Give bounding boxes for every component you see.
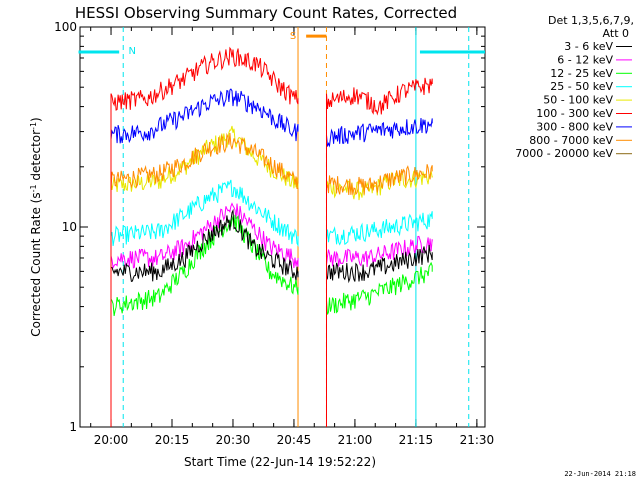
x-tick-label-2: 20:30 <box>216 433 251 447</box>
series-3 <box>110 179 433 427</box>
y-tick-label-1: 10 <box>62 220 77 234</box>
series-7 <box>110 132 433 427</box>
x-axis-title: Start Time (22-Jun-14 19:52:22) <box>184 455 376 469</box>
legend-header-line2: Att 0 <box>603 27 629 40</box>
series-line-3-seg0 <box>110 179 299 427</box>
legend-label-8: 7000 - 20000 keV <box>515 147 613 160</box>
marker-label-S: S <box>290 31 296 42</box>
x-tick-label-3: 20:45 <box>277 433 312 447</box>
series-line-7-seg1 <box>326 164 433 427</box>
legend-label-6: 300 - 800 keV <box>536 120 613 133</box>
legend-label-5: 100 - 300 keV <box>536 107 613 120</box>
x-tick-label-0: 20:00 <box>94 433 129 447</box>
timestamp: 22-Jun-2014 21:18 <box>564 470 636 478</box>
series-5 <box>110 46 433 427</box>
y-axis-title: Corrected Count Rate (s-1 detector-1) <box>29 117 44 336</box>
legend-label-4: 50 - 100 keV <box>543 94 613 107</box>
legend-label-1: 6 - 12 keV <box>557 53 613 66</box>
legend-label-0: 3 - 6 keV <box>564 40 613 53</box>
legend-label-7: 800 - 7000 keV <box>529 134 613 147</box>
series-line-3-seg1 <box>326 211 433 427</box>
series-line-2-seg0 <box>110 214 299 427</box>
y-tick-label-0: 1 <box>69 420 77 434</box>
series-1 <box>110 202 433 427</box>
x-tick-label-1: 20:15 <box>155 433 190 447</box>
series-line-1-seg0 <box>110 202 299 427</box>
x-tick-label-4: 21:00 <box>338 433 373 447</box>
series-line-0-seg1 <box>326 244 433 427</box>
chart-title: HESSI Observing Summary Count Rates, Cor… <box>75 4 457 22</box>
legend-label-3: 25 - 50 keV <box>550 80 613 93</box>
x-tick-label-6: 21:30 <box>460 433 495 447</box>
series-line-7-seg0 <box>110 132 299 427</box>
series-6 <box>110 88 433 427</box>
series-2 <box>110 214 433 427</box>
series-line-6-seg1 <box>326 117 433 427</box>
series-line-0-seg0 <box>110 208 299 427</box>
series-line-2-seg1 <box>326 261 433 427</box>
series-line-5-seg0 <box>110 46 299 427</box>
x-tick-label-5: 21:15 <box>399 433 434 447</box>
legend-header-line1: Det 1,3,5,6,7,9, <box>548 14 634 27</box>
legend-label-2: 12 - 25 keV <box>550 67 613 80</box>
marker-label-N: N <box>128 46 135 57</box>
series-line-4-seg0 <box>110 125 299 427</box>
y-tick-label-2: 100 <box>54 20 77 34</box>
series-layer <box>110 46 433 427</box>
series-line-6-seg0 <box>110 88 299 427</box>
series-0 <box>110 208 433 427</box>
axis-ticks: 20:00 20:15 20:30 20:45 21:00 21:15 21:30 1 10 10… <box>54 20 494 447</box>
series-line-5-seg1 <box>326 77 433 427</box>
